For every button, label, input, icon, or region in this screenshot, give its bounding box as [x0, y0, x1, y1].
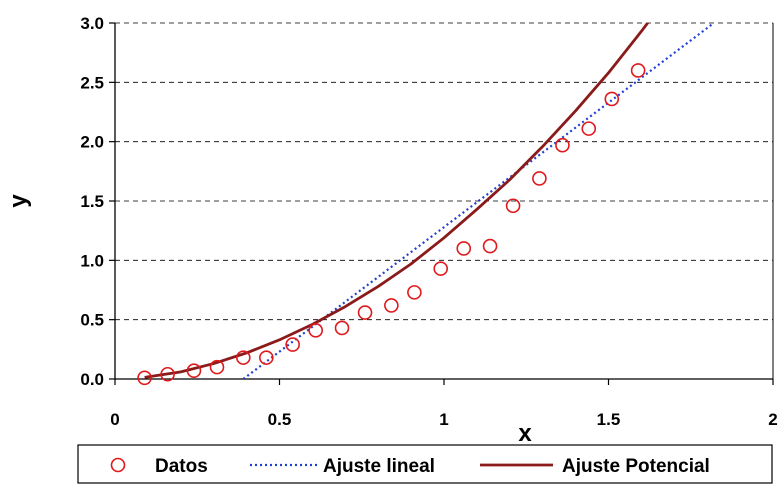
data-point	[456, 241, 472, 256]
grid-lines	[115, 22, 773, 321]
data-point	[581, 121, 597, 136]
y-tick-label: 1.0	[80, 251, 104, 270]
legend-label-potencial: Ajuste Potencial	[562, 456, 710, 477]
data-point	[630, 63, 646, 78]
y-tick-label: 2.5	[80, 73, 104, 92]
y-tick-label: 0.0	[80, 370, 104, 389]
series-ajuste-lineal	[242, 23, 715, 379]
data-point	[407, 285, 422, 300]
legend-label-datos: Datos	[155, 456, 208, 477]
data-point	[357, 305, 373, 320]
x-tick-label: 2	[768, 410, 777, 429]
y-axis-label: y	[5, 194, 32, 208]
data-point	[137, 370, 152, 386]
x-tick-label: 0.5	[268, 410, 292, 429]
data-point	[285, 337, 300, 352]
legend-marker-datos	[110, 457, 126, 473]
data-point	[505, 198, 521, 214]
data-point	[532, 171, 547, 186]
data-point	[555, 137, 570, 153]
y-tick-label: 3.0	[80, 14, 104, 33]
data-point	[334, 320, 350, 336]
x-tick-label: 1	[439, 410, 448, 429]
data-point	[384, 298, 399, 313]
data-point	[209, 359, 225, 375]
series-ajuste-potencial	[144, 23, 681, 379]
axes	[109, 22, 774, 385]
data-point	[482, 238, 498, 254]
x-tick-label: 1.5	[597, 410, 621, 429]
y-tick-label: 0.5	[80, 311, 104, 330]
series-datos	[137, 63, 646, 386]
y-tick-labels: 0.0 0.5 1.0 1.5 2.0 2.5 3.0	[80, 14, 104, 389]
data-point	[308, 323, 323, 338]
data-point	[236, 350, 251, 365]
data-point	[160, 366, 175, 382]
data-point	[604, 91, 620, 107]
data-point	[259, 350, 274, 365]
legend-box	[77, 444, 773, 484]
y-tick-label: 1.5	[80, 192, 104, 211]
line-ajuste-lineal	[242, 23, 715, 379]
legend: Datos Ajuste lineal Ajuste Potencial	[77, 444, 773, 484]
legend-label-lineal: Ajuste lineal	[323, 456, 435, 477]
data-point	[433, 261, 449, 276]
data-point	[186, 363, 202, 378]
x-tick-label: 0	[110, 410, 119, 429]
x-tick-labels: 0 0.5 1 1.5 2	[110, 410, 777, 429]
line-ajuste-potencial	[144, 23, 681, 379]
y-tick-label: 2.0	[80, 133, 104, 152]
x-axis-label: x	[518, 420, 532, 447]
